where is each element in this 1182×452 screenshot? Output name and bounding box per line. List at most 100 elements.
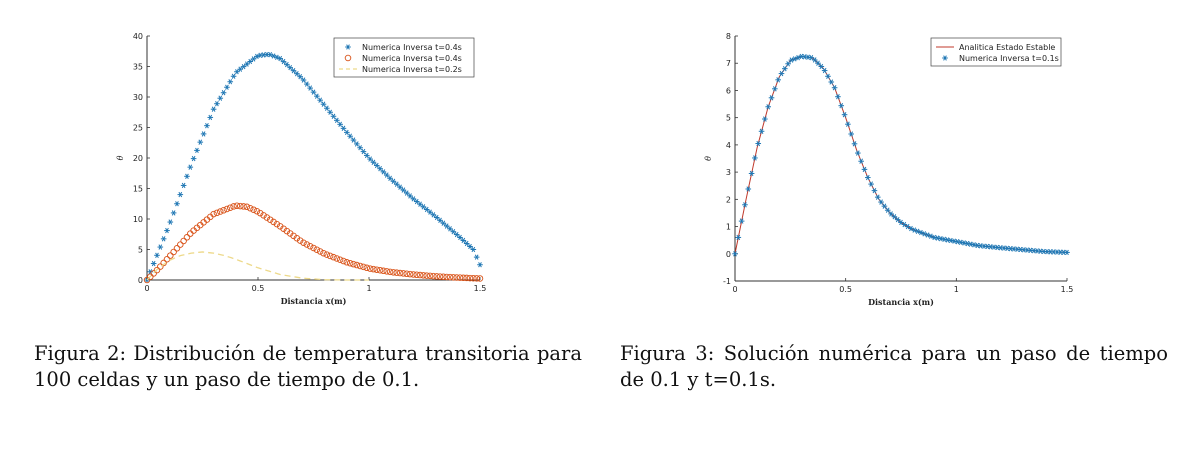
asterisk-stroke xyxy=(201,131,206,137)
asterisk-stroke xyxy=(1002,245,1006,251)
asterisk-stroke xyxy=(235,69,239,75)
y-tick-label: 2 xyxy=(726,195,731,204)
data-point xyxy=(884,207,891,213)
asterisk-stroke xyxy=(285,61,289,68)
asterisk-stroke xyxy=(1012,246,1016,252)
asterisk-stroke xyxy=(909,225,913,232)
asterisk-stroke xyxy=(985,243,990,250)
asterisk-stroke xyxy=(829,79,834,85)
asterisk-stroke xyxy=(839,103,844,109)
asterisk-stroke xyxy=(875,194,880,200)
data-point xyxy=(878,199,884,205)
asterisk-stroke xyxy=(968,241,973,247)
asterisk-stroke xyxy=(739,218,744,224)
asterisk-stroke xyxy=(1045,249,1049,255)
asterisk-stroke xyxy=(431,212,436,218)
data-point xyxy=(343,259,351,266)
data-point xyxy=(755,140,762,147)
data-point xyxy=(400,270,407,277)
data-point xyxy=(173,245,181,252)
data-point xyxy=(848,131,854,137)
asterisk-stroke xyxy=(869,181,873,187)
data-point xyxy=(748,170,755,177)
data-point xyxy=(303,241,311,248)
asterisk-stroke xyxy=(245,61,249,67)
data-point xyxy=(353,261,361,269)
data-point xyxy=(410,271,417,278)
asterisk-stroke xyxy=(291,67,296,74)
asterisk-stroke xyxy=(414,198,419,205)
asterisk-stroke xyxy=(238,66,243,72)
data-point xyxy=(320,101,327,107)
asterisk-stroke xyxy=(324,105,329,111)
asterisk-stroke xyxy=(448,226,452,232)
data-point xyxy=(160,236,167,242)
data-point xyxy=(951,238,957,244)
y-tick-label: 15 xyxy=(133,185,143,194)
asterisk-stroke xyxy=(331,113,336,119)
data-point xyxy=(383,268,391,275)
data-point xyxy=(250,56,257,62)
asterisk-stroke xyxy=(769,95,774,101)
data-point xyxy=(180,182,187,189)
data-point xyxy=(226,204,234,211)
data-point xyxy=(430,212,437,218)
data-point xyxy=(353,141,360,147)
asterisk-stroke xyxy=(328,109,332,115)
data-point xyxy=(213,209,221,217)
asterisk-stroke xyxy=(935,235,940,241)
legend-box xyxy=(333,37,475,78)
asterisk-stroke xyxy=(311,89,316,95)
data-point xyxy=(284,61,290,68)
asterisk-stroke xyxy=(444,223,449,229)
data-point xyxy=(280,58,287,65)
asterisk-stroke xyxy=(763,116,767,122)
asterisk-stroke xyxy=(865,174,870,181)
data-point xyxy=(971,242,977,248)
asterisk-stroke xyxy=(852,141,857,147)
asterisk-stroke xyxy=(955,239,960,245)
asterisk-stroke xyxy=(468,243,472,250)
x-tick-label: 0.5 xyxy=(252,284,265,293)
asterisk-stroke xyxy=(198,139,203,145)
data-point xyxy=(894,216,901,223)
y-axis-title: θ xyxy=(704,156,713,161)
data-point xyxy=(752,155,758,161)
data-point xyxy=(828,79,835,85)
data-point xyxy=(270,218,277,226)
asterisk-stroke xyxy=(361,148,366,155)
series-line xyxy=(734,55,1068,254)
data-point xyxy=(150,270,157,277)
data-point xyxy=(220,207,227,214)
asterisk-stroke xyxy=(773,86,777,92)
data-point xyxy=(320,249,327,257)
data-point xyxy=(944,237,951,243)
data-point xyxy=(440,220,447,226)
data-point xyxy=(243,203,251,211)
asterisk-stroke xyxy=(464,240,469,247)
data-point xyxy=(858,158,864,164)
asterisk-stroke xyxy=(902,221,907,228)
asterisk-stroke xyxy=(978,243,983,249)
data-point xyxy=(170,210,177,216)
asterisk-stroke xyxy=(408,193,412,199)
data-point xyxy=(350,260,357,268)
data-point xyxy=(263,214,271,221)
asterisk-stroke xyxy=(1058,249,1063,255)
data-point xyxy=(450,229,457,235)
asterisk-stroke xyxy=(786,61,790,67)
data-point xyxy=(277,55,283,62)
data-point xyxy=(273,220,281,228)
data-point xyxy=(871,187,878,194)
asterisk-stroke xyxy=(802,54,807,60)
data-point xyxy=(357,145,363,151)
data-point xyxy=(821,67,828,74)
asterisk-stroke xyxy=(859,158,863,164)
asterisk-stroke xyxy=(338,121,342,128)
data-point xyxy=(296,237,304,244)
asterisk-stroke xyxy=(411,196,416,202)
asterisk-stroke xyxy=(899,219,903,226)
data-point xyxy=(433,273,440,280)
asterisk-stroke xyxy=(195,147,199,154)
data-point xyxy=(380,267,387,275)
